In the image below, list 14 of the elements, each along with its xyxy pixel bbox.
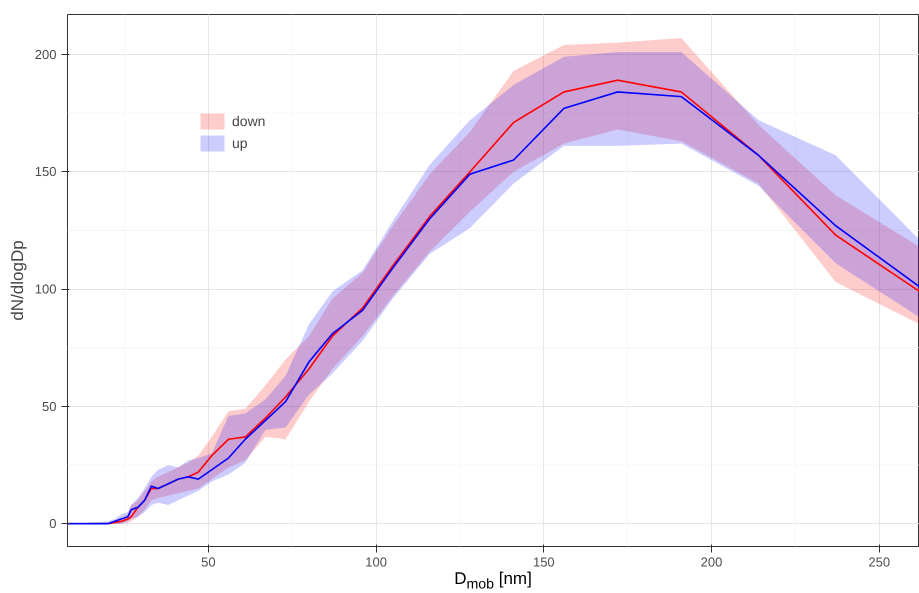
y-tick-label: 150 [34, 164, 57, 180]
x-tick-label: 200 [700, 554, 722, 570]
x-tick-label: 100 [365, 554, 387, 570]
x-tick-label: 250 [868, 554, 890, 570]
y-axis-title: dN/dlogDp [8, 240, 27, 321]
y-tick-label: 200 [34, 46, 57, 62]
legend-label: up [232, 135, 249, 151]
x-axis-title: D$_{mob}$ [nm] [454, 569, 532, 593]
y-tick-label: 100 [34, 282, 57, 297]
x-tick-label: 50 [201, 554, 216, 570]
y-tick-label: 50 [42, 398, 57, 414]
y-tick-label: 0 [49, 516, 57, 532]
x-tick-label: 150 [532, 554, 555, 570]
legend-label: down [232, 113, 266, 129]
